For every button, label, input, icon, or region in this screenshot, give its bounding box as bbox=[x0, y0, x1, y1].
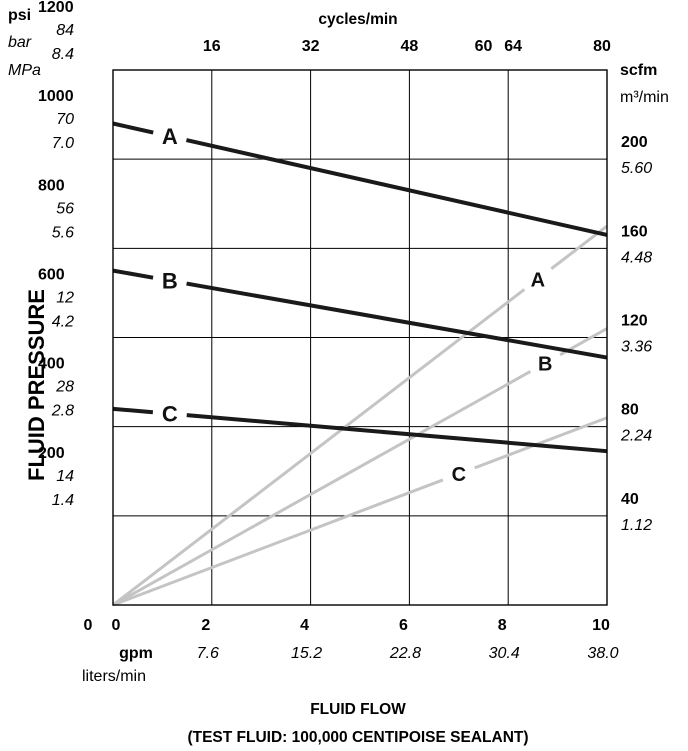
y-axis-title: FLUID PRESSURE bbox=[24, 289, 49, 481]
x-axis-subtitle: (TEST FLUID: 100,000 CENTIPOISE SEALANT) bbox=[187, 729, 528, 746]
left-tick-mpa: 7.0 bbox=[52, 135, 74, 152]
top-tick-label: 32 bbox=[302, 38, 320, 55]
left-tick-bar: 14 bbox=[56, 468, 74, 485]
left-tick-psi: 600 bbox=[38, 267, 65, 284]
left-tick-bar: 12 bbox=[56, 290, 74, 307]
pressure-label-c: C bbox=[162, 402, 178, 427]
left-tick-psi: 800 bbox=[38, 177, 65, 194]
left-tick-mpa: 4.2 bbox=[52, 314, 74, 331]
x-tick-gpm: 4 bbox=[300, 617, 309, 634]
top-tick-label: 48 bbox=[401, 38, 419, 55]
right-tick-scfm: 160 bbox=[621, 223, 648, 240]
x-tick-lpm: 22.8 bbox=[389, 645, 421, 662]
pressure-line-b bbox=[112, 268, 154, 280]
air-line-a bbox=[112, 288, 526, 607]
left-tick-bar: 70 bbox=[56, 111, 74, 128]
right-tick-m3: 3.36 bbox=[621, 339, 652, 356]
top-axis-title: cycles/min bbox=[318, 11, 397, 28]
grid-lines bbox=[113, 70, 607, 605]
x-tick-lpm: 38.0 bbox=[587, 645, 618, 662]
air-line-c bbox=[474, 416, 608, 470]
x-tick-gpm: 2 bbox=[201, 617, 210, 634]
left-tick-psi: 400 bbox=[38, 356, 65, 373]
left-tick-psi: 1000 bbox=[38, 88, 74, 105]
air-line-c bbox=[112, 478, 444, 607]
top-tick-label: 16 bbox=[203, 38, 221, 55]
left-tick-mpa: 5.6 bbox=[52, 224, 74, 241]
right-tick-m3: 1.12 bbox=[621, 517, 652, 534]
pressure-line-c bbox=[112, 406, 154, 415]
right-unit-scfm: scfm bbox=[620, 62, 657, 79]
pressure-line-a bbox=[185, 138, 608, 237]
top-tick-label: 80 bbox=[593, 38, 611, 55]
left-tick-mpa: 2.8 bbox=[51, 403, 74, 420]
air-label-a: A bbox=[531, 269, 545, 291]
left-tick-psi: 200 bbox=[38, 445, 65, 462]
plot-border bbox=[112, 69, 608, 606]
x-tick-gpm: 8 bbox=[498, 617, 507, 634]
x-tick-lpm: 7.6 bbox=[197, 645, 219, 662]
top-tick-label: 60 bbox=[475, 38, 493, 55]
x-tick-gpm: 0 bbox=[112, 617, 121, 634]
left-tick-mpa: 1.4 bbox=[52, 492, 74, 509]
left-unit-mpa: MPa bbox=[8, 62, 41, 79]
pressure-line-a bbox=[112, 121, 154, 135]
right-tick-m3: 5.60 bbox=[621, 160, 652, 177]
left-tick-mpa: 8.4 bbox=[52, 46, 74, 63]
plot-frame bbox=[112, 69, 608, 606]
air-label-c: C bbox=[452, 464, 466, 486]
x-tick-lpm: 15.2 bbox=[291, 645, 322, 662]
axis-labels: psibarMPa200141.4400282.8600124.2800565.… bbox=[8, 0, 669, 685]
x-axis-title: FLUID FLOW bbox=[310, 701, 406, 718]
air-label-b: B bbox=[538, 353, 552, 375]
left-unit-bar: bar bbox=[8, 34, 32, 51]
left-tick-bar: 56 bbox=[56, 200, 74, 217]
x-unit-gpm: gpm bbox=[119, 645, 153, 662]
left-tick-bar: 28 bbox=[55, 379, 74, 396]
left-tick-psi: 0 bbox=[84, 617, 93, 634]
pressure-line-c bbox=[186, 413, 608, 454]
x-tick-lpm: 30.4 bbox=[489, 645, 520, 662]
right-tick-m3: 2.24 bbox=[620, 428, 652, 445]
left-unit-psi: psi bbox=[8, 7, 31, 24]
pressure-label-b: B bbox=[162, 269, 178, 294]
right-tick-scfm: 80 bbox=[621, 402, 639, 419]
air-line-b bbox=[112, 370, 532, 607]
pressure-label-a: A bbox=[162, 124, 178, 149]
left-tick-bar: 84 bbox=[56, 22, 74, 39]
fluid-pressure-series: A B C bbox=[112, 121, 608, 454]
x-unit-lpm: liters/min bbox=[82, 668, 146, 685]
x-tick-gpm: 6 bbox=[399, 617, 408, 634]
right-tick-scfm: 40 bbox=[621, 491, 639, 508]
right-tick-scfm: 120 bbox=[621, 313, 648, 330]
right-tick-m3: 4.48 bbox=[621, 249, 652, 266]
right-unit-m3: m³/min bbox=[620, 89, 669, 106]
right-tick-scfm: 200 bbox=[621, 134, 648, 151]
pressure-line-b bbox=[186, 281, 608, 360]
top-tick-label: 64 bbox=[504, 38, 522, 55]
x-tick-gpm: 10 bbox=[592, 617, 610, 634]
left-tick-psi: 1200 bbox=[38, 0, 74, 16]
